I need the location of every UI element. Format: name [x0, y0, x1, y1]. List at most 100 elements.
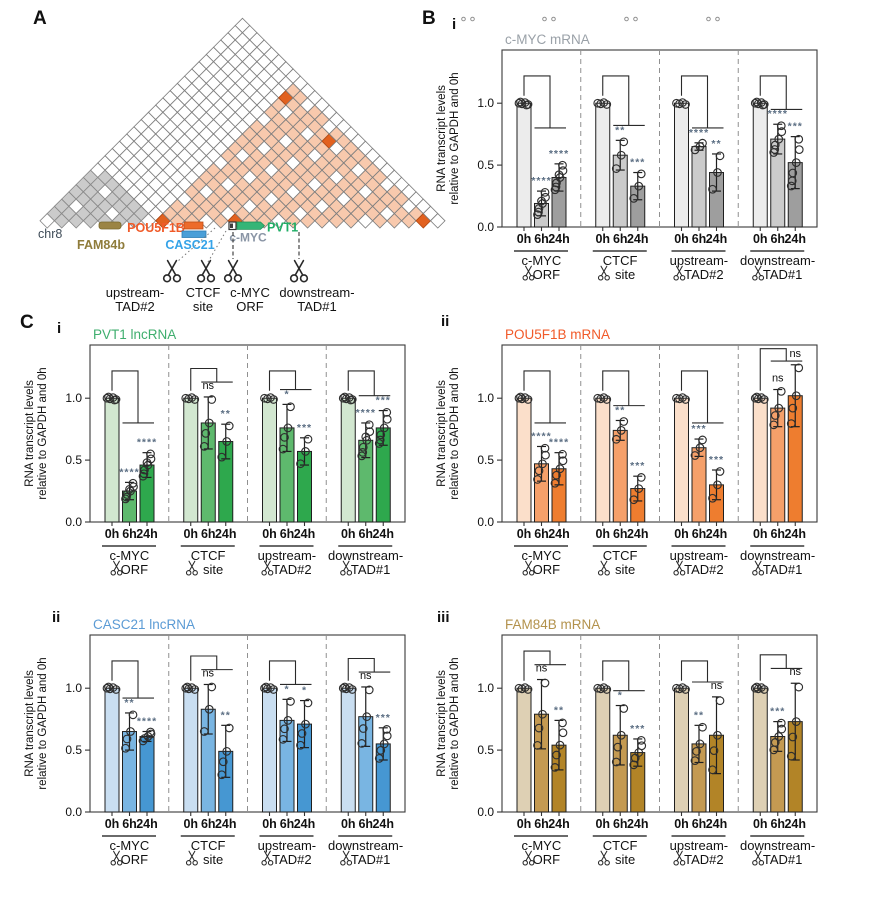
timepoint-label: 24h — [784, 817, 806, 831]
timepoint-label: 24h — [136, 527, 158, 541]
axis-scissors-icon — [340, 850, 353, 866]
scatter-point — [630, 753, 640, 763]
timepoint-label: 6h — [358, 817, 373, 831]
cut-site-label-line2: TAD#1 — [297, 299, 337, 314]
scatter-point — [217, 770, 227, 780]
scatter-point — [286, 697, 295, 706]
gene-box-cmyc-mark — [230, 223, 233, 228]
significance-label: ns — [772, 373, 784, 385]
axis-scissors-icon — [673, 265, 686, 281]
comparison-bracket — [759, 75, 803, 110]
scatter-point — [375, 435, 385, 445]
timepoint-label: 6h — [770, 232, 785, 246]
bar — [752, 102, 768, 228]
y-tick-label: 0.5 — [477, 743, 494, 757]
scatter-point — [629, 194, 639, 203]
scatter-point — [538, 709, 547, 719]
scatter-points — [533, 678, 550, 750]
scatter-point — [358, 724, 368, 733]
scatter-points — [260, 393, 278, 404]
scatter-point — [558, 160, 567, 170]
scatter-points — [750, 682, 769, 694]
scatter-point — [261, 682, 271, 692]
bar — [262, 397, 277, 523]
panel-c-sublabel-ii-right: ii — [441, 313, 450, 330]
bar — [595, 102, 611, 228]
bar — [516, 102, 532, 228]
scatter-point — [182, 682, 192, 692]
scatter-point — [538, 459, 547, 469]
cut-site-label-line1: upstream- — [106, 285, 165, 300]
scatter-point — [602, 685, 612, 694]
scatter-points — [138, 727, 156, 746]
error-bar — [361, 686, 371, 747]
group-label-line2: site — [203, 852, 223, 867]
timepoint-label: 24h — [548, 817, 570, 831]
y-axis-label-line1: RNA transcript levels — [436, 85, 448, 192]
timepoint-label: 0h — [105, 527, 120, 541]
axis-scissors-icon — [110, 850, 123, 866]
scatter-points — [514, 683, 533, 694]
significance-label: ** — [124, 697, 134, 709]
scatter-point — [347, 685, 357, 694]
scatter-points — [629, 735, 647, 770]
scatter-point — [357, 739, 367, 748]
scatter-point — [709, 746, 719, 755]
timepoint-label: 24h — [627, 527, 649, 541]
panel-c-sublabel-ii-left: ii — [52, 609, 61, 626]
group-label-line1: downstream- — [740, 253, 815, 268]
scatter-point — [222, 437, 232, 446]
comparison-bracket — [111, 370, 154, 424]
y-axis-label-line1: RNA transcript levels — [24, 670, 36, 777]
timepoint-label: 24h — [706, 527, 728, 541]
scatter-point — [555, 464, 565, 474]
bar — [104, 397, 120, 523]
scatter-point — [715, 696, 725, 706]
axis-scissors-icon — [522, 560, 535, 576]
axis-scissors-icon — [522, 850, 535, 866]
significance-label: *** — [788, 121, 803, 133]
scatter-point — [303, 698, 313, 708]
gene-label-pou5f1b: POU5F1B — [127, 221, 185, 235]
comparison-bracket — [268, 370, 312, 391]
scatter-point — [146, 449, 155, 459]
scatter-point — [619, 417, 629, 426]
significance-label: **** — [768, 108, 788, 120]
timepoint-label: 6h — [613, 817, 628, 831]
scatter-point — [619, 704, 629, 713]
timepoint-label: 6h — [122, 817, 137, 831]
scatter-point — [791, 717, 801, 727]
scatter-point — [364, 420, 374, 430]
scatter-point — [346, 395, 356, 405]
cropped-scissors-marks — [461, 16, 720, 22]
significance-label: *** — [709, 454, 724, 466]
timepoint-label: 24h — [372, 817, 394, 831]
group-label-line1: upstream- — [258, 548, 317, 563]
timepoint-label: 6h — [613, 527, 628, 541]
scatter-point — [224, 723, 234, 733]
axis-scissors-icon — [597, 850, 610, 866]
significance-label: *** — [770, 706, 785, 718]
significance-label: *** — [376, 395, 391, 407]
comparison-bracket — [190, 655, 233, 681]
timepoint-label: 24h — [372, 527, 394, 541]
scatter-point — [708, 493, 717, 503]
scatter-point — [121, 494, 130, 504]
timepoint-label: 0h — [183, 817, 198, 831]
scatter-point — [616, 426, 626, 435]
scatter-point — [534, 466, 544, 476]
scatter-points — [550, 160, 568, 195]
y-axis-label-line1: RNA transcript levels — [24, 380, 36, 487]
panel-c-sublabel-i: i — [57, 320, 62, 337]
scatter-point — [126, 727, 135, 736]
scatter-point — [776, 121, 786, 131]
timepoint-label: 0h — [674, 527, 689, 541]
scatter-point — [634, 181, 644, 191]
timepoint-label: 24h — [548, 232, 570, 246]
y-tick-label: 0.5 — [65, 453, 82, 467]
panel-a-label: A — [33, 8, 47, 29]
scatter-point — [636, 735, 646, 745]
timepoint-label: 24h — [136, 817, 158, 831]
timepoint-label: 24h — [548, 527, 570, 541]
